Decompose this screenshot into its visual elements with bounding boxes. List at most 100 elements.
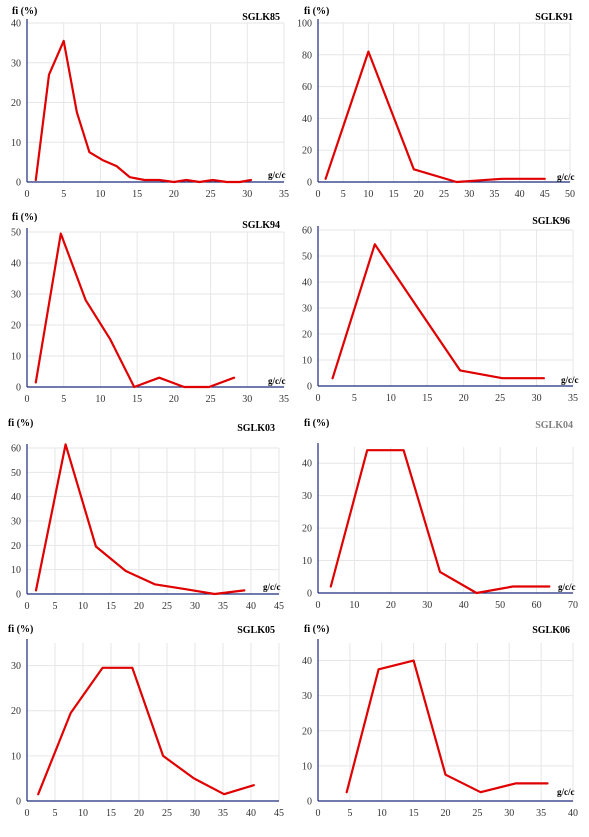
y-tick-label: 20: [302, 330, 312, 341]
chart-panel-sglk94: 0 10 20 30 40 50 0 5 10 15 20 25 30 35 fi (%) g/c/c SGLK…: [11, 212, 289, 405]
x-tick-label: 15: [132, 394, 142, 405]
x-axis-label: g/c/c: [557, 172, 575, 182]
y-tick-label: 0: [16, 797, 21, 808]
x-tick-label: 25: [162, 808, 172, 819]
x-tick-label: 40: [515, 189, 525, 200]
x-tick-label: 5: [347, 808, 352, 819]
data-point: [250, 179, 252, 181]
x-axis-label: g/c/c: [268, 376, 286, 386]
y-tick-label: 20: [302, 146, 312, 157]
data-point: [366, 449, 368, 452]
chart-panel-sglk85: 0 10 20 30 40 0 5 10 15 20 25 30 35 fi (%) g/c/c SGLK85: [11, 6, 289, 200]
x-tick-label: 5: [61, 394, 66, 405]
data-point: [374, 243, 376, 246]
data-point: [198, 181, 201, 183]
y-tick-label: 10: [302, 556, 312, 567]
data-point: [158, 376, 160, 379]
y-tick-label: 20: [11, 541, 21, 552]
y-tick-label: 10: [302, 761, 312, 772]
y-tick-label: 30: [302, 691, 312, 702]
chart-title: SGLK94: [242, 220, 280, 231]
x-tick-label: 5: [53, 601, 58, 612]
x-tick-label: 50: [495, 600, 505, 611]
x-tick-label: 0: [25, 601, 30, 612]
x-tick-label: 10: [377, 808, 387, 819]
x-tick-label: 30: [190, 808, 200, 819]
data-point: [129, 176, 131, 179]
x-tick-label: 5: [61, 189, 66, 200]
x-tick-label: 20: [386, 600, 396, 611]
x-tick-label: 0: [25, 394, 30, 405]
y-tick-label: 60: [302, 226, 312, 237]
y-tick-label: 0: [307, 589, 312, 600]
x-tick-label: 5: [53, 808, 58, 819]
x-tick-label: 10: [386, 393, 396, 404]
data-point: [131, 667, 134, 669]
data-point: [345, 791, 348, 794]
x-tick-label: 30: [532, 393, 542, 404]
data-point: [143, 179, 146, 181]
series-line: [331, 243, 546, 380]
data-point: [331, 377, 334, 380]
y-axis-label: fi (%): [8, 418, 33, 429]
data-point: [173, 181, 175, 183]
y-tick-label: 40: [302, 278, 312, 289]
y-tick-label: 10: [11, 751, 21, 762]
x-axis-label: g/c/c: [557, 787, 575, 797]
data-point: [101, 159, 104, 161]
data-point: [233, 376, 235, 379]
x-tick-label: 20: [134, 601, 144, 612]
x-tick-label: 40: [246, 601, 256, 612]
y-axis-label: fi (%): [8, 624, 33, 635]
x-tick-label: 35: [279, 394, 289, 405]
x-tick-label: 20: [459, 393, 469, 404]
y-tick-label: 0: [307, 178, 312, 189]
chart-title: SGLK05: [237, 625, 275, 636]
x-tick-label: 45: [540, 189, 550, 200]
x-tick-label: 0: [25, 189, 30, 200]
x-tick-label: 35: [279, 189, 289, 200]
x-tick-label: 0: [316, 600, 321, 611]
y-tick-label: 30: [302, 491, 312, 502]
x-axis-label: g/c/c: [268, 170, 286, 180]
data-point: [459, 369, 461, 372]
y-tick-label: 60: [11, 444, 21, 455]
x-tick-label: 15: [132, 189, 142, 200]
data-point: [35, 381, 37, 384]
y-tick-label: 0: [16, 590, 21, 601]
chart-panel-sglk91: 0 20 40 60 80 100 0 5 10 15 20 25 30 35 40 45 50 fi (%) g/…: [297, 6, 575, 200]
y-tick-label: 50: [11, 468, 21, 479]
data-point: [479, 791, 482, 794]
y-axis-label: fi (%): [304, 418, 329, 429]
data-point: [501, 377, 504, 380]
y-tick-label: 40: [302, 656, 312, 667]
x-tick-label: 50: [565, 189, 575, 200]
x-axis-label: g/c/c: [561, 375, 579, 385]
x-tick-label: 15: [106, 601, 116, 612]
x-tick-label: 30: [422, 600, 432, 611]
data-point: [417, 307, 419, 309]
x-tick-label: 35: [489, 189, 499, 200]
x-tick-label: 25: [495, 393, 505, 404]
data-point: [243, 589, 246, 592]
data-point: [124, 570, 127, 572]
data-point: [239, 181, 241, 183]
data-point: [367, 50, 370, 53]
y-axis-label: fi (%): [304, 6, 329, 17]
y-tick-label: 40: [11, 259, 21, 270]
data-point: [183, 386, 185, 388]
data-point: [184, 588, 186, 590]
data-point: [455, 181, 458, 183]
chart-panel-sglk03: 0 10 20 30 40 50 60 0 5 10 15 20 25 30 35 40 45 fi (%) g/c…: [8, 418, 284, 612]
x-tick-label: 60: [532, 600, 542, 611]
series-line: [34, 39, 253, 184]
x-tick-label: 30: [242, 189, 252, 200]
x-tick-label: 25: [162, 601, 172, 612]
x-axis-label: g/c/c: [558, 582, 576, 592]
data-point: [324, 178, 327, 180]
x-tick-label: 25: [472, 808, 482, 819]
y-tick-label: 100: [297, 19, 312, 30]
y-tick-label: 30: [11, 290, 21, 301]
x-tick-label: 0: [316, 393, 321, 404]
x-tick-label: 10: [95, 189, 105, 200]
